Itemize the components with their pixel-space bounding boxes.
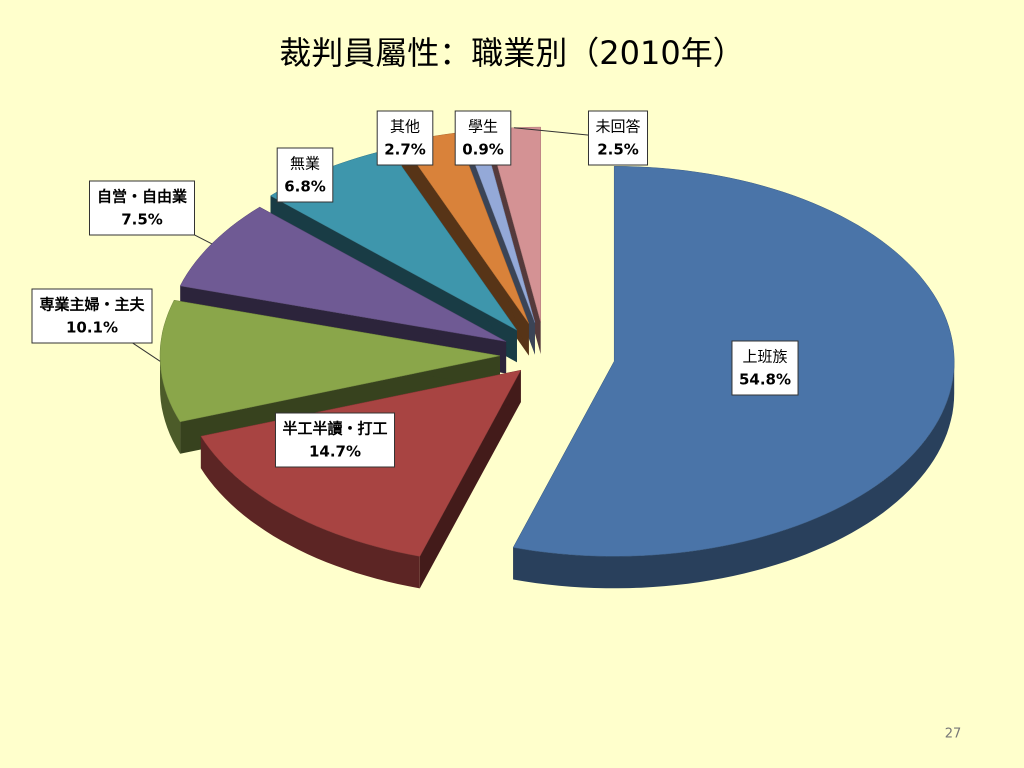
value-label: 6.8% — [284, 178, 326, 196]
slice — [179, 206, 507, 342]
label-box — [376, 110, 434, 166]
category-label: 學生 — [468, 118, 498, 136]
value-label: 54.8% — [739, 371, 791, 389]
page-number: 27 — [945, 727, 962, 742]
chart-title: 裁判員屬性：職業別（2010年） — [279, 34, 744, 72]
data-label: 自営・自由業 7.5% — [88, 180, 213, 245]
label-box — [274, 412, 396, 468]
value-label: 10.1% — [66, 319, 118, 337]
label-box — [587, 110, 649, 166]
value-label: 7.5% — [121, 211, 163, 229]
data-label: 専業主婦・主夫 10.1% — [31, 288, 161, 362]
slice — [159, 299, 501, 423]
value-label: 14.7% — [309, 443, 361, 461]
data-label: 無業 6.8% — [276, 147, 334, 203]
label-box — [88, 180, 196, 236]
slice-wall — [419, 370, 521, 589]
category-label: 其他 — [390, 118, 420, 136]
data-label: 上班族 54.8% — [731, 340, 799, 396]
category-label: 上班族 — [742, 348, 787, 366]
slice-side — [160, 355, 181, 454]
category-label: 未回答 — [595, 118, 640, 136]
label-box — [31, 288, 153, 344]
category-label: 半工半讀・打工 — [282, 420, 387, 438]
label-box — [731, 340, 799, 396]
category-label: 自営・自由業 — [97, 188, 188, 206]
value-label: 2.7% — [384, 141, 426, 159]
slice-side — [513, 361, 955, 589]
value-label: 0.9% — [462, 141, 504, 159]
slice-side — [200, 436, 420, 589]
value-label: 2.5% — [597, 141, 639, 159]
data-label: 其他 2.7% — [376, 110, 434, 166]
category-label: 無業 — [290, 155, 320, 173]
label-box — [454, 110, 512, 166]
category-label: 専業主婦・主夫 — [39, 296, 145, 314]
labels: 上班族 54.8% 半工半讀・打工 14.7% 専業主婦・主夫 10.1% 自営・自由業 7.… — [31, 110, 799, 468]
label-box — [276, 147, 334, 203]
data-label: 半工半讀・打工 14.7% — [274, 412, 396, 468]
data-label: 未回答 2.5% — [513, 110, 649, 166]
data-label: 學生 0.9% — [454, 110, 512, 166]
